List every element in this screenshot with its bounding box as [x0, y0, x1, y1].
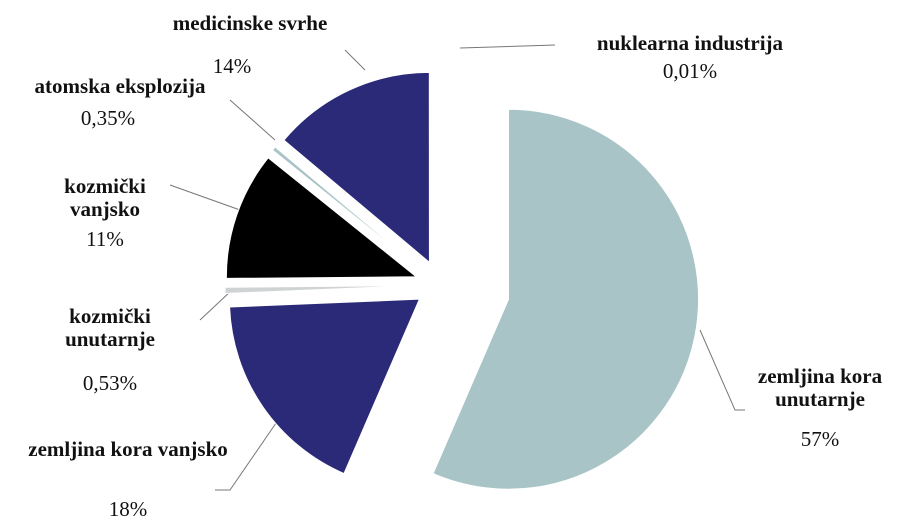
slice-value-label: 57% — [800, 427, 840, 451]
slice-value-label: 14% — [212, 54, 252, 78]
leader-line — [344, 49, 366, 71]
pie-slice — [432, 108, 700, 490]
slice-label: atomska eksplozija — [34, 74, 206, 98]
slice-label: kozmički unutarnje — [65, 304, 155, 352]
leader-lines — [169, 44, 745, 491]
leader-line — [199, 289, 233, 321]
slice-value-label: 0,01% — [662, 59, 718, 83]
pie-slice — [283, 71, 430, 264]
pie-slice — [271, 146, 421, 270]
slice-value-label: 11% — [86, 227, 124, 251]
slice-label: zemljina kora unutarnje — [757, 364, 883, 412]
slice-label: zemljina kora vanjsko — [28, 437, 228, 461]
slice-label: medicinske svrhe — [172, 11, 328, 35]
pie-slice — [225, 157, 418, 279]
slice-value-label: 0,35% — [80, 106, 136, 130]
leader-line — [229, 99, 276, 141]
slice-value-label: 18% — [108, 497, 148, 521]
leader-line — [215, 409, 286, 491]
slice-label: kozmički vanjsko — [64, 174, 146, 222]
slice-value-label: 0,53% — [82, 371, 138, 395]
pie-slice — [229, 298, 421, 475]
leader-line — [169, 184, 241, 211]
leader-line — [699, 329, 745, 411]
leader-line — [459, 44, 556, 49]
pie-slice — [224, 285, 416, 295]
slice-label: nuklearna industrija — [596, 31, 784, 55]
